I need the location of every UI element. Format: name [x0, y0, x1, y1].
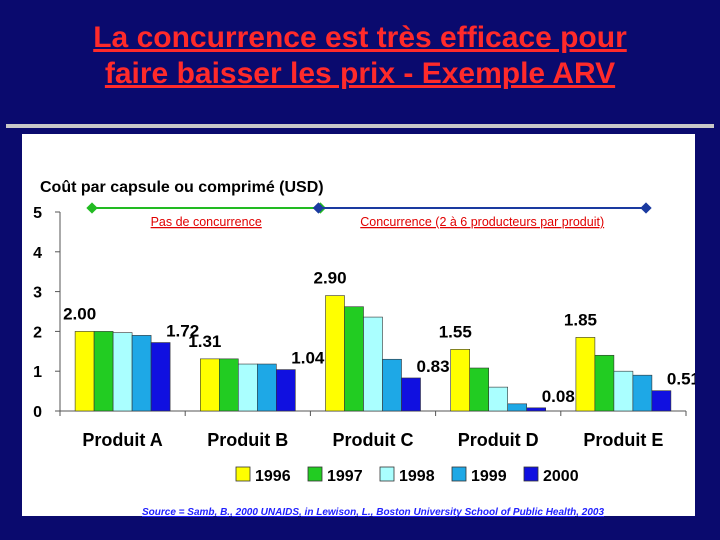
y-tick-label: 4 [33, 245, 42, 262]
x-tick-label: Produit A [82, 430, 162, 450]
y-tick-label: 2 [33, 324, 42, 341]
legend-label-1996: 1996 [255, 468, 291, 485]
source-citation: Source = Samb, B., 2000 UNAIDS, in Lewis… [142, 507, 605, 518]
annotation-diamond-marker [312, 202, 325, 214]
bar-produit-b-1998 [238, 363, 258, 412]
bar-produit-e-1997 [594, 354, 615, 412]
bar-chart: Coût par capsule ou comprimé (USD) 0 1 2 3 4 5… [33, 179, 695, 487]
data-label: 0.83 [417, 357, 450, 376]
title-line-1: La concurrence est très efficace pour [93, 21, 627, 54]
x-tick-label: Produit B [207, 430, 288, 450]
bar-produit-d-2000 [526, 407, 547, 412]
legend-label-1998: 1998 [399, 468, 435, 485]
bar-produit-c-1996 [325, 295, 345, 412]
annotation-label: Concurrence (2 à 6 producteurs par produ… [360, 215, 604, 229]
data-label: 1.04 [291, 349, 325, 368]
bar-produit-d-1999 [507, 403, 528, 412]
legend-swatch-1997 [307, 466, 323, 482]
bar-produit-d-1998 [488, 386, 509, 412]
data-label: 1.85 [564, 310, 597, 329]
data-label: 1.72 [166, 322, 199, 341]
data-label: 2.00 [63, 304, 96, 323]
chart-panel: Coût par capsule ou comprimé (USD) 0 1 2 3 4 5… [22, 134, 695, 516]
legend-label-2000: 2000 [543, 468, 579, 485]
bar-produit-c-2000 [401, 377, 421, 412]
title-line-2: faire baisser les prix - Exemple ARV [104, 57, 616, 90]
data-label: 1.55 [439, 322, 472, 341]
bar-produit-a-1998 [112, 332, 133, 412]
data-label: 2.90 [314, 269, 347, 288]
bar-produit-a-1996 [74, 331, 95, 412]
legend-label-1999: 1999 [471, 468, 507, 485]
data-label: 0.08 [542, 387, 575, 406]
bar-produit-b-1996 [200, 358, 220, 412]
bar-produit-b-2000 [276, 369, 296, 412]
legend-swatch-1996 [235, 466, 251, 482]
bar-produit-c-1999 [382, 358, 402, 412]
bar-produit-a-1997 [93, 331, 114, 412]
annotation-diamond-marker [86, 202, 98, 214]
x-tick-label: Produit D [458, 430, 539, 450]
y-tick-label: 1 [33, 364, 42, 381]
x-tick-label: Produit E [583, 430, 663, 450]
annotation-diamond-marker [640, 202, 652, 214]
bar-produit-e-1999 [632, 374, 653, 412]
legend-swatch-1999 [451, 466, 467, 482]
legend-label-1997: 1997 [327, 468, 363, 485]
bar-produit-d-1997 [469, 367, 490, 412]
bar-produit-d-1996 [450, 349, 471, 412]
legend-swatch-1998 [379, 466, 395, 482]
y-tick-label: 0 [33, 404, 42, 421]
chart-title: Coût par capsule ou comprimé (USD) [40, 179, 324, 196]
y-tick-label: 5 [33, 205, 42, 222]
bar-produit-c-1998 [363, 316, 383, 412]
bar-produit-b-1997 [219, 358, 239, 412]
data-label: 1.31 [188, 332, 221, 351]
bar-produit-e-1998 [613, 370, 634, 412]
y-tick-label: 3 [33, 285, 42, 302]
legend-swatch-2000 [523, 466, 539, 482]
bar-produit-e-1996 [575, 337, 596, 412]
annotation-label: Pas de concurrence [151, 215, 262, 229]
data-label: 0.51 [667, 370, 695, 389]
bar-produit-b-1999 [257, 363, 277, 412]
slide-title: La concurrence est très efficace pour fa… [0, 0, 720, 92]
bar-produit-a-1999 [131, 335, 152, 412]
title-divider [6, 124, 714, 128]
bar-produit-a-2000 [150, 342, 171, 412]
bar-produit-e-2000 [651, 390, 672, 412]
bar-produit-c-1997 [344, 306, 364, 412]
x-tick-label: Produit C [333, 430, 414, 450]
